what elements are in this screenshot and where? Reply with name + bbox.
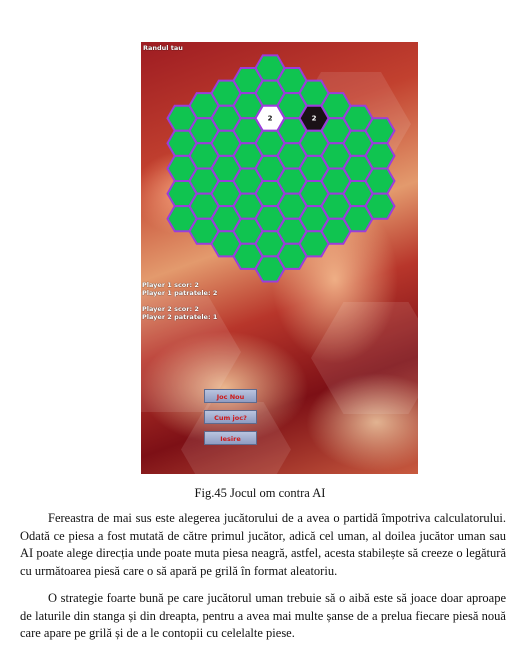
piece-value: 2 [268, 115, 273, 123]
player2-squares: Player 2 patratele: 1 [142, 313, 218, 321]
paragraph: Fereastra de mai sus este alegerea jucăt… [20, 511, 506, 578]
turn-indicator: Randul tau [143, 44, 183, 52]
piece-value: 2 [312, 115, 317, 123]
player1-score: Player 1 scor: 2 [142, 281, 199, 289]
figure-caption: Fig.45 Jocul om contra AI [194, 486, 326, 500]
how-to-play-button[interactable]: Cum joc? [204, 410, 257, 424]
hex-cell[interactable] [254, 255, 286, 283]
player2-score: Player 2 scor: 2 [142, 305, 199, 313]
exit-button[interactable]: Iesire [204, 431, 257, 445]
new-game-button[interactable]: Joc Nou [204, 389, 257, 403]
player1-squares: Player 1 patratele: 2 [142, 289, 218, 297]
paragraph: O strategie foarte bună pe care jucătoru… [20, 591, 506, 640]
